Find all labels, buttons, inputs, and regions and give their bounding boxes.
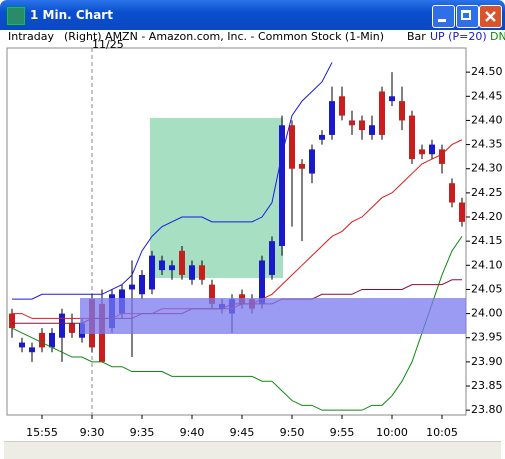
candle-body xyxy=(149,255,155,290)
candle-body xyxy=(419,149,425,155)
candle-body xyxy=(209,284,215,304)
minimize-button[interactable] xyxy=(432,5,455,28)
candle-body xyxy=(139,274,145,295)
candle-body xyxy=(329,101,335,135)
candle-body xyxy=(439,149,445,164)
x-tick-label: 9:35 xyxy=(130,426,155,439)
indicator-line xyxy=(12,62,333,300)
header-label: Intraday xyxy=(8,30,55,43)
header: Intraday (Right) AMZN - Amazon.com, Inc.… xyxy=(8,30,505,43)
y-tick-label: 23.85 xyxy=(471,379,503,392)
candle-body xyxy=(179,250,185,275)
candle-body xyxy=(189,265,195,280)
indicator-line xyxy=(11,236,463,411)
title-bar: 1 Min. Chart xyxy=(0,0,505,30)
candle-body xyxy=(199,265,205,280)
candle-body xyxy=(9,313,15,329)
header-label: (Right) AMZN - Amazon.com, Inc. - Common… xyxy=(64,30,384,43)
candle-body xyxy=(449,183,455,203)
candle-body xyxy=(409,115,415,160)
header-label: UP (P=20) xyxy=(430,30,487,43)
window-title: 1 Min. Chart xyxy=(30,8,113,22)
candle-body xyxy=(289,125,295,169)
x-tick-label: 9:40 xyxy=(180,426,205,439)
candle-body xyxy=(279,125,285,246)
candle-body xyxy=(59,313,65,338)
y-tick-label: 24.05 xyxy=(471,282,503,295)
y-tick-label: 24.50 xyxy=(471,65,503,78)
close-icon xyxy=(485,11,496,22)
y-tick-label: 24.45 xyxy=(471,89,503,102)
candle-body xyxy=(339,96,345,116)
y-tick-label: 23.90 xyxy=(471,355,503,368)
y-tick-label: 24.15 xyxy=(471,234,503,247)
x-tick-label: 15:55 xyxy=(26,426,58,439)
y-tick-label: 24.00 xyxy=(471,307,503,320)
header-label: Bar xyxy=(407,30,426,43)
x-tick-label: 10:05 xyxy=(426,426,458,439)
y-tick-label: 24.20 xyxy=(471,210,503,223)
y-tick-label: 24.25 xyxy=(471,186,503,199)
date-label: 11/25 xyxy=(92,38,124,51)
candle-body xyxy=(269,241,275,275)
y-tick-label: 23.80 xyxy=(471,403,503,416)
x-tick-label: 9:45 xyxy=(230,426,255,439)
x-tick-label: 9:55 xyxy=(330,426,355,439)
x-tick-label: 9:30 xyxy=(80,426,105,439)
candle-body xyxy=(169,265,175,271)
candle-body xyxy=(459,202,465,222)
header-label: DN xyxy=(490,30,505,43)
candle-body xyxy=(429,144,435,155)
candle-body xyxy=(29,347,35,353)
y-tick-label: 24.35 xyxy=(471,138,503,151)
candle-body xyxy=(359,120,365,131)
close-button[interactable] xyxy=(479,5,502,28)
candle-body xyxy=(379,91,385,135)
y-tick-label: 23.95 xyxy=(471,331,503,344)
candle-body xyxy=(389,96,395,102)
y-tick-label: 24.40 xyxy=(471,113,503,126)
highlight-box xyxy=(150,118,283,278)
y-tick-label: 24.30 xyxy=(471,162,503,175)
app-icon xyxy=(7,7,25,25)
candle-body xyxy=(19,342,25,348)
highlight-band xyxy=(80,298,466,334)
candle-body xyxy=(49,332,55,348)
candle-body xyxy=(369,125,375,135)
candle-body xyxy=(259,260,265,304)
candle-body xyxy=(349,120,355,126)
candle-body xyxy=(129,284,135,290)
maximize-button[interactable] xyxy=(456,5,479,28)
x-tick-label: 9:50 xyxy=(280,426,305,439)
candle-body xyxy=(309,149,315,174)
y-tick-label: 24.10 xyxy=(471,258,503,271)
candle-body xyxy=(399,101,405,121)
candle-body xyxy=(39,332,45,348)
x-tick-label: 10:00 xyxy=(376,426,408,439)
candle-body xyxy=(69,323,75,333)
candle-body xyxy=(159,260,165,271)
scrollbar[interactable] xyxy=(4,441,501,459)
candle-body xyxy=(299,163,305,169)
candle-body xyxy=(319,134,325,140)
